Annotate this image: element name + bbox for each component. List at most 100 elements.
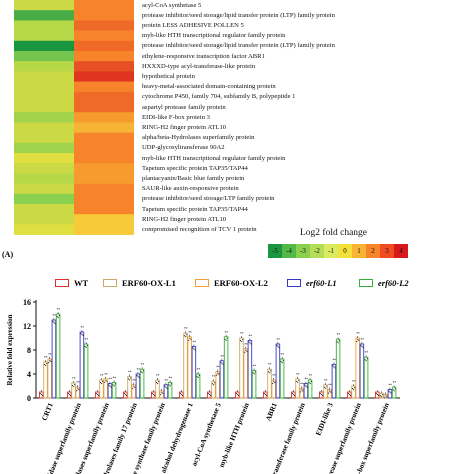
x-tick-label: ABR1 bbox=[264, 401, 279, 422]
replicate-dot bbox=[241, 340, 243, 343]
replicate-dot bbox=[69, 394, 72, 397]
panel-label-a: (A) bbox=[2, 250, 14, 259]
significance-mark: ** bbox=[113, 375, 117, 380]
bar bbox=[387, 389, 393, 399]
significance-mark: ** bbox=[212, 374, 216, 379]
bar bbox=[191, 345, 197, 399]
bar bbox=[275, 343, 281, 399]
replicate-dot bbox=[125, 394, 128, 397]
significance-mark: ** bbox=[184, 326, 188, 331]
replicate-dot bbox=[49, 359, 51, 362]
significance-mark: ** bbox=[220, 354, 224, 359]
replicate-dot bbox=[388, 390, 390, 392]
replicate-dot bbox=[108, 384, 110, 386]
y-tick-label: 8 bbox=[27, 346, 31, 355]
significance-mark: ** bbox=[276, 337, 280, 342]
heatmap-cell bbox=[74, 112, 134, 123]
heatmap-cell bbox=[14, 183, 74, 195]
legend-swatch bbox=[103, 279, 117, 287]
bar bbox=[355, 337, 360, 399]
replicate-dot bbox=[56, 315, 58, 318]
significance-mark: ** bbox=[57, 307, 61, 312]
gene-label: RING-H2 finger protein ATL10 bbox=[142, 215, 227, 223]
replicate-dot bbox=[155, 381, 158, 384]
legend-label: ERF60-OX-L2 bbox=[214, 278, 268, 288]
replicate-dot bbox=[198, 374, 200, 377]
heatmap-cell bbox=[14, 224, 74, 235]
bar bbox=[75, 386, 80, 399]
replicate-dot bbox=[113, 385, 115, 387]
replicate-dot bbox=[158, 380, 160, 383]
replicate-dot bbox=[338, 340, 340, 342]
bar bbox=[327, 389, 332, 399]
color-scale-swatch: -1 bbox=[324, 244, 338, 258]
replicate-dot bbox=[329, 390, 331, 392]
replicate-dot bbox=[278, 346, 280, 349]
replicate-dot bbox=[169, 385, 171, 387]
gene-label: protease inhibitor/seed storage/lipid tr… bbox=[142, 42, 335, 50]
heatmap-cell bbox=[14, 153, 74, 164]
replicate-dot bbox=[292, 393, 294, 396]
replicate-dot bbox=[269, 372, 271, 374]
bar bbox=[223, 336, 229, 399]
replicate-dot bbox=[389, 391, 391, 393]
replicate-dot bbox=[73, 385, 75, 388]
replicate-dot bbox=[276, 344, 278, 347]
replicate-dot bbox=[326, 385, 328, 387]
replicate-dot bbox=[394, 388, 396, 390]
heatmap-cell bbox=[14, 193, 74, 205]
significance-mark: ** bbox=[192, 339, 196, 344]
y-tick-label: 0 bbox=[27, 394, 31, 403]
bar bbox=[267, 368, 272, 399]
replicate-dot bbox=[348, 393, 350, 396]
gene-label: compromised recognition of TCV 1 protein bbox=[142, 225, 257, 233]
replicate-dot bbox=[192, 347, 194, 349]
replicate-dot bbox=[386, 396, 388, 398]
replicate-dot bbox=[82, 334, 84, 337]
replicate-dot bbox=[351, 387, 354, 390]
significance-mark: ** bbox=[197, 367, 201, 372]
replicate-dot bbox=[189, 337, 191, 339]
replicate-dot bbox=[193, 348, 195, 350]
replicate-dot bbox=[213, 384, 215, 386]
heatmap-cell bbox=[74, 81, 134, 93]
replicate-dot bbox=[242, 338, 244, 341]
replicate-dot bbox=[76, 390, 78, 392]
legend-label: erf60-L2 bbox=[378, 278, 409, 288]
heatmap-cell bbox=[14, 40, 74, 52]
color-scale-swatch: -4 bbox=[282, 244, 296, 258]
gene-label: alpha/beta-Hydrolases superfamily protei… bbox=[142, 134, 255, 142]
replicate-dot bbox=[333, 366, 335, 368]
replicate-dot bbox=[185, 336, 187, 338]
significance-mark: ** bbox=[352, 379, 356, 384]
heatmap-cell bbox=[14, 132, 74, 144]
replicate-dot bbox=[48, 361, 50, 364]
replicate-dot bbox=[297, 381, 299, 383]
significance-mark: ** bbox=[337, 332, 341, 337]
legend-swatch bbox=[359, 279, 373, 287]
x-tick-label: acyl-CoA synthetase 5 bbox=[190, 401, 223, 467]
bar bbox=[303, 383, 309, 399]
replicate-dot bbox=[106, 380, 108, 382]
replicate-dot bbox=[127, 378, 130, 380]
chart-legend: WT ERF60-OX-L1 ERF60-OX-L2 erf60-L1 erf60-L2 bbox=[55, 278, 474, 290]
replicate-dot bbox=[300, 391, 302, 393]
replicate-dot bbox=[385, 395, 387, 397]
x-tick-label: EIDI-like 3 bbox=[314, 401, 335, 436]
heatmap-cell bbox=[74, 61, 134, 72]
replicate-dot bbox=[53, 321, 55, 324]
replicate-dot bbox=[138, 376, 140, 379]
replicate-dot bbox=[221, 362, 223, 364]
replicate-dot bbox=[280, 360, 282, 363]
replicate-dot bbox=[78, 389, 80, 391]
significance-mark: ** bbox=[304, 377, 308, 382]
replicate-dot bbox=[337, 342, 339, 344]
replicate-dot bbox=[239, 339, 242, 342]
replicate-dot bbox=[134, 386, 136, 388]
replicate-dot bbox=[58, 314, 60, 317]
replicate-dot bbox=[390, 392, 392, 394]
replicate-dot bbox=[102, 380, 104, 383]
replicate-dot bbox=[293, 394, 296, 397]
heatmap-cell bbox=[74, 132, 134, 144]
replicate-dot bbox=[114, 383, 116, 385]
